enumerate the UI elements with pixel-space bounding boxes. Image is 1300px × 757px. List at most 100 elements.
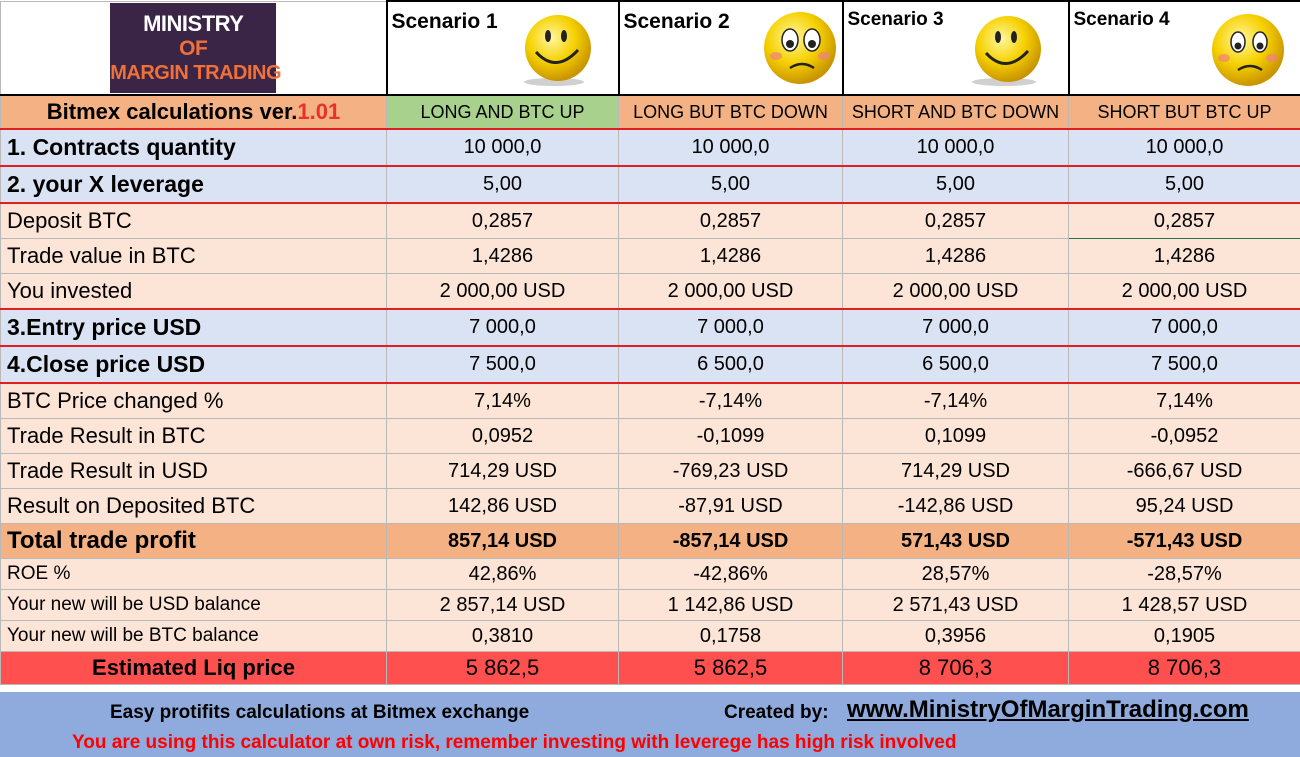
row-label[interactable]: Trade Result in BTC: [0, 418, 387, 454]
value-cell[interactable]: 0,1099: [842, 418, 1069, 454]
value-cell[interactable]: 7,14%: [386, 382, 619, 419]
row-label[interactable]: Your new will be USD balance: [0, 589, 387, 621]
value-cell[interactable]: 7,14%: [1068, 382, 1300, 419]
value-cell[interactable]: 2 000,00 USD: [618, 273, 843, 310]
row-label[interactable]: Trade value in BTC: [0, 238, 387, 274]
footer-website-link[interactable]: www.MinistryOfMarginTrading.com: [847, 696, 1249, 723]
input-cell[interactable]: 6 500,0: [618, 345, 843, 384]
value-cell[interactable]: 714,29 USD: [842, 453, 1069, 489]
value-cell[interactable]: -666,67 USD: [1068, 453, 1300, 489]
value-cell[interactable]: -28,57%: [1068, 558, 1300, 590]
input-cell[interactable]: 7 000,0: [1068, 308, 1300, 347]
value-cell[interactable]: -142,86 USD: [842, 488, 1069, 524]
value-cell[interactable]: -7,14%: [842, 382, 1069, 419]
liq-cell[interactable]: 5 862,5: [618, 651, 843, 685]
value-cell[interactable]: 0,3956: [842, 620, 1069, 652]
value-cell[interactable]: 28,57%: [842, 558, 1069, 590]
calc-title-cell[interactable]: Bitmex calculations ver.1.01: [0, 94, 387, 130]
row-label[interactable]: Result on Deposited BTC: [0, 488, 387, 524]
value-cell[interactable]: 0,2857: [386, 202, 619, 239]
value-cell[interactable]: 0,1905: [1068, 620, 1300, 652]
scenario-1-header[interactable]: Scenario 1: [385, 0, 620, 96]
row-liq-price: Estimated Liq price 5 862,5 5 862,5 8 70…: [0, 651, 1300, 685]
input-cell[interactable]: 7 000,0: [386, 308, 619, 347]
scenario-2-header[interactable]: Scenario 2: [617, 0, 844, 96]
value-cell[interactable]: 1 142,86 USD: [618, 589, 843, 621]
scenario-3-subtitle[interactable]: SHORT AND BTC DOWN: [842, 94, 1069, 130]
row-contracts-quantity: 1. Contracts quantity 10 000,0 10 000,0 …: [0, 128, 1300, 167]
input-cell[interactable]: 7 500,0: [386, 345, 619, 384]
value-cell[interactable]: 2 857,14 USD: [386, 589, 619, 621]
scenario-4-header[interactable]: Scenario 4: [1067, 0, 1300, 96]
selected-cell[interactable]: 0,2857: [1068, 202, 1300, 239]
row-label[interactable]: 1. Contracts quantity: [0, 128, 387, 167]
input-cell[interactable]: 5,00: [386, 165, 619, 204]
value-cell[interactable]: 142,86 USD: [386, 488, 619, 524]
value-cell[interactable]: -0,1099: [618, 418, 843, 454]
row-entry-price: 3.Entry price USD 7 000,0 7 000,0 7 000,…: [0, 308, 1300, 347]
value-cell[interactable]: 1,4286: [386, 238, 619, 274]
input-cell[interactable]: 10 000,0: [842, 128, 1069, 167]
logo-cell[interactable]: MINISTRY OF MARGIN TRADING: [0, 0, 388, 96]
row-close-price: 4.Close price USD 7 500,0 6 500,0 6 500,…: [0, 345, 1300, 384]
row-result-deposited: Result on Deposited BTC 142,86 USD -87,9…: [0, 488, 1300, 524]
input-cell[interactable]: 10 000,0: [386, 128, 619, 167]
input-cell[interactable]: 10 000,0: [618, 128, 843, 167]
row-new-btc-balance: Your new will be BTC balance 0,3810 0,17…: [0, 620, 1300, 652]
input-cell[interactable]: 7 000,0: [618, 308, 843, 347]
value-cell[interactable]: 2 000,00 USD: [386, 273, 619, 310]
value-cell[interactable]: 1 428,57 USD: [1068, 589, 1300, 621]
value-cell[interactable]: 2 000,00 USD: [1068, 273, 1300, 310]
row-label[interactable]: 3.Entry price USD: [0, 308, 387, 347]
value-cell[interactable]: 714,29 USD: [386, 453, 619, 489]
liq-cell[interactable]: 5 862,5: [386, 651, 619, 685]
ministry-logo: MINISTRY OF MARGIN TRADING: [110, 3, 282, 93]
scenario-2-subtitle[interactable]: LONG BUT BTC DOWN: [618, 94, 843, 130]
row-label[interactable]: Estimated Liq price: [0, 651, 387, 685]
value-cell[interactable]: 1,4286: [842, 238, 1069, 274]
total-cell[interactable]: -857,14 USD: [618, 523, 843, 559]
row-label[interactable]: Deposit BTC: [0, 202, 387, 239]
row-label[interactable]: BTC Price changed %: [0, 382, 387, 419]
liq-cell[interactable]: 8 706,3: [842, 651, 1069, 685]
total-cell[interactable]: 857,14 USD: [386, 523, 619, 559]
input-cell[interactable]: 10 000,0: [1068, 128, 1300, 167]
row-label[interactable]: Trade Result in USD: [0, 453, 387, 489]
scenario-1-subtitle[interactable]: LONG AND BTC UP: [386, 94, 619, 130]
value-cell[interactable]: 42,86%: [386, 558, 619, 590]
value-cell[interactable]: 2 000,00 USD: [842, 273, 1069, 310]
input-cell[interactable]: 6 500,0: [842, 345, 1069, 384]
row-label[interactable]: Your new will be BTC balance: [0, 620, 387, 652]
input-cell[interactable]: 5,00: [1068, 165, 1300, 204]
scenario-4-subtitle[interactable]: SHORT BUT BTC UP: [1068, 94, 1300, 130]
input-cell[interactable]: 5,00: [842, 165, 1069, 204]
input-cell[interactable]: 7 500,0: [1068, 345, 1300, 384]
value-cell[interactable]: 95,24 USD: [1068, 488, 1300, 524]
total-cell[interactable]: -571,43 USD: [1068, 523, 1300, 559]
row-label[interactable]: You invested: [0, 273, 387, 310]
value-cell[interactable]: 2 571,43 USD: [842, 589, 1069, 621]
liq-cell[interactable]: 8 706,3: [1068, 651, 1300, 685]
value-cell[interactable]: -87,91 USD: [618, 488, 843, 524]
total-cell[interactable]: 571,43 USD: [842, 523, 1069, 559]
row-label[interactable]: Total trade profit: [0, 523, 387, 559]
value-cell[interactable]: 0,1758: [618, 620, 843, 652]
input-cell[interactable]: 7 000,0: [842, 308, 1069, 347]
value-cell[interactable]: -7,14%: [618, 382, 843, 419]
value-cell[interactable]: 1,4286: [1068, 238, 1300, 274]
value-cell[interactable]: -0,0952: [1068, 418, 1300, 454]
row-label[interactable]: ROE %: [0, 558, 387, 590]
value-cell[interactable]: 0,2857: [842, 202, 1069, 239]
happy-face-icon: [971, 16, 1041, 86]
row-label[interactable]: 4.Close price USD: [0, 345, 387, 384]
scenario-3-header[interactable]: Scenario 3: [841, 0, 1070, 96]
value-cell[interactable]: 0,0952: [386, 418, 619, 454]
value-cell[interactable]: 0,3810: [386, 620, 619, 652]
value-cell[interactable]: -769,23 USD: [618, 453, 843, 489]
value-cell[interactable]: 1,4286: [618, 238, 843, 274]
row-label[interactable]: 2. your X leverage: [0, 165, 387, 204]
value-cell[interactable]: -42,86%: [618, 558, 843, 590]
scenario-title-row: Bitmex calculations ver.1.01 LONG AND BT…: [0, 94, 1300, 130]
value-cell[interactable]: 0,2857: [618, 202, 843, 239]
input-cell[interactable]: 5,00: [618, 165, 843, 204]
